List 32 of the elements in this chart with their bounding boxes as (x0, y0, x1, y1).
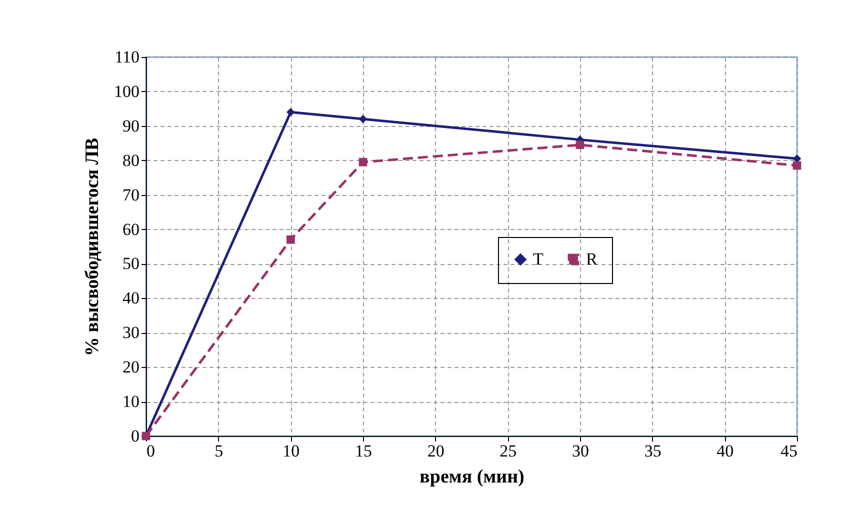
y-tick-label: 0 (131, 426, 140, 446)
y-axis-title: % высвободившегося ЛВ (82, 138, 103, 356)
y-tick-label: 30 (122, 323, 140, 342)
y-tick-label: 80 (122, 150, 140, 170)
x-tick-label: 35 (644, 442, 662, 460)
y-tick-label: 110 (114, 48, 140, 66)
x-tick-label: 40 (716, 442, 734, 460)
y-tick-label: 60 (122, 220, 140, 239)
y-tick-label: 20 (122, 358, 140, 377)
x-tick-label: 10 (282, 442, 300, 460)
x-tick-label: 15 (355, 442, 372, 460)
point (358, 158, 368, 166)
point (286, 108, 295, 116)
x-tick-label: 5 (214, 442, 224, 460)
y-tick-label: 100 (114, 82, 140, 101)
x-tick-label: 25 (500, 442, 517, 460)
y-tick-label: 40 (122, 288, 140, 308)
x-tick-label: 45 (780, 442, 798, 460)
y-tick-label: 90 (122, 116, 140, 136)
legend-label: T (533, 250, 544, 269)
x-axis-title: время (мин) (420, 466, 524, 488)
point (576, 140, 584, 150)
point (792, 161, 802, 170)
y-tick-label: 50 (122, 254, 140, 274)
y-tick-label: 10 (122, 392, 140, 412)
legend-label: R (586, 250, 598, 269)
point (286, 235, 295, 244)
y-tick-label: 70 (122, 185, 140, 204)
x-tick-label: 20 (427, 442, 444, 460)
point (358, 114, 368, 124)
x-tick-label: 0 (146, 442, 155, 460)
x-tick-label: 30 (572, 442, 589, 460)
